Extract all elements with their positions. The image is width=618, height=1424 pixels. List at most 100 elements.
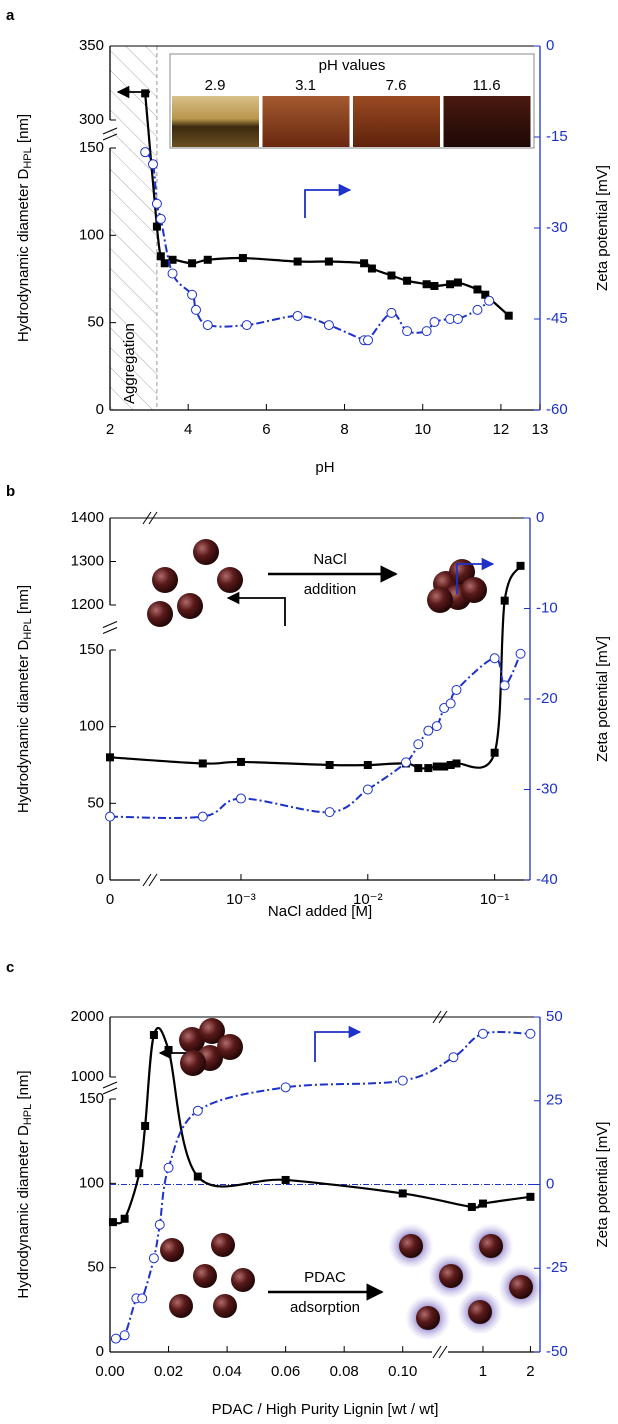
data-point	[187, 289, 198, 300]
particle	[211, 1233, 235, 1257]
panel-label: a	[6, 7, 15, 24]
data-point	[499, 680, 510, 691]
x-tick-label: 6	[262, 421, 270, 438]
data-point	[149, 1031, 158, 1039]
y-axis-label-sub: HPL	[22, 147, 34, 168]
data-point	[424, 764, 433, 773]
data-point	[516, 561, 525, 570]
x-tick-label: 10	[414, 421, 431, 438]
data-point	[452, 314, 463, 324]
data-point	[141, 89, 150, 98]
x-axis-label: NaCl added [M]	[268, 903, 372, 920]
particle	[193, 1264, 217, 1288]
x-axis-label: PDAC / High Purity Lignin [wt / wt]	[212, 1401, 439, 1418]
data-point	[504, 311, 513, 320]
y2-tick-label: 0	[546, 1175, 554, 1192]
vial-photo	[443, 96, 531, 147]
data-point	[477, 1028, 488, 1039]
y2-tick-label: -40	[536, 871, 558, 888]
data-point	[402, 326, 413, 337]
data-point	[430, 281, 439, 290]
y2-tick-label: -15	[546, 128, 568, 145]
particle	[213, 1294, 237, 1318]
axis-break	[438, 1345, 448, 1359]
axis-break	[102, 133, 118, 141]
data-point	[386, 307, 397, 318]
data-point	[292, 310, 303, 321]
y-axis-label-unit: [nm]	[15, 114, 32, 147]
x-tick-label: 2	[106, 421, 114, 438]
data-point	[193, 1172, 202, 1181]
x-tick-label: 0.08	[330, 1363, 359, 1380]
axis-break	[432, 1345, 442, 1359]
y-tick-label: 100	[79, 1174, 104, 1191]
axis-break	[438, 1010, 448, 1024]
y-tick-label: 150	[79, 641, 104, 658]
y-tick-label: 100	[79, 718, 104, 735]
axis-break	[148, 511, 158, 525]
inset-label: 11.6	[472, 77, 500, 94]
data-point	[525, 1028, 536, 1039]
inset-title: pH values	[319, 57, 386, 74]
y2-tick-label: -50	[546, 1343, 568, 1360]
x-tick-label: 0.00	[95, 1363, 124, 1380]
data-point	[155, 213, 166, 224]
inset-label: 3.1	[295, 77, 316, 94]
y-axis-label-unit: [nm]	[15, 1070, 32, 1103]
data-point	[135, 1169, 144, 1178]
data-point	[451, 684, 462, 695]
aggregation-region	[110, 46, 157, 410]
data-point	[363, 335, 373, 346]
data-point	[360, 259, 369, 268]
particle	[399, 1234, 423, 1258]
y-tick-label: 150	[79, 139, 104, 156]
data-point	[481, 290, 490, 299]
particle	[468, 1300, 492, 1324]
data-point	[160, 259, 169, 268]
y2-tick-label: -30	[536, 780, 558, 797]
y-tick-label: 150	[79, 1090, 104, 1107]
data-point	[152, 222, 161, 231]
data-point	[197, 811, 208, 822]
x-tick-label: 13	[532, 421, 549, 438]
y2-tick-label: 50	[546, 1008, 563, 1025]
particle	[199, 1018, 225, 1044]
y-tick-label: 2000	[71, 1008, 104, 1025]
y2-axis-label: Zeta potential [mV]	[594, 1122, 611, 1248]
particle	[160, 1238, 184, 1262]
data-point	[323, 320, 334, 331]
data-point	[440, 762, 449, 771]
inset-label: 2.9	[205, 77, 226, 94]
data-point	[398, 1189, 407, 1198]
data-point	[421, 326, 432, 337]
data-point	[422, 280, 431, 289]
data-point	[198, 759, 207, 768]
data-point	[191, 304, 201, 315]
data-point	[362, 784, 373, 795]
data-point	[445, 698, 456, 709]
y-tick-label: 300	[79, 111, 104, 128]
data-point	[148, 1253, 159, 1264]
x-tick-label: 4	[184, 421, 192, 438]
axis-break	[102, 1081, 118, 1089]
vial-photo	[353, 96, 440, 147]
data-point	[108, 1218, 117, 1227]
axis-arrow	[314, 1025, 362, 1062]
y-axis-label-text: Hydrodynamic diameter D	[15, 1125, 32, 1299]
particle	[217, 567, 243, 593]
data-point	[403, 276, 412, 285]
particle	[180, 1050, 206, 1076]
y-tick-label: 1200	[71, 596, 104, 613]
x-tick-label: 0.04	[212, 1363, 241, 1380]
data-point	[137, 1293, 148, 1304]
y2-axis-label: Zeta potential [mV]	[594, 636, 611, 762]
particle	[231, 1268, 255, 1292]
particle	[169, 1294, 193, 1318]
y-tick-label: 50	[87, 794, 104, 811]
y-tick-label: 50	[87, 1259, 104, 1276]
data-point	[478, 1199, 487, 1208]
scheme-label: PDAC	[304, 1269, 346, 1286]
y2-axis-label: Zeta potential [mV]	[594, 165, 611, 291]
data-point	[188, 259, 197, 268]
